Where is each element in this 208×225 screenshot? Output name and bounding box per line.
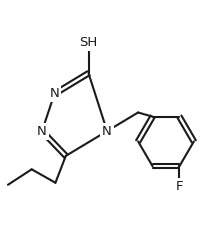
Text: SH: SH [79, 36, 98, 49]
Text: N: N [50, 87, 59, 100]
Text: N: N [37, 125, 47, 138]
Text: N: N [102, 125, 112, 138]
Text: F: F [176, 180, 183, 193]
